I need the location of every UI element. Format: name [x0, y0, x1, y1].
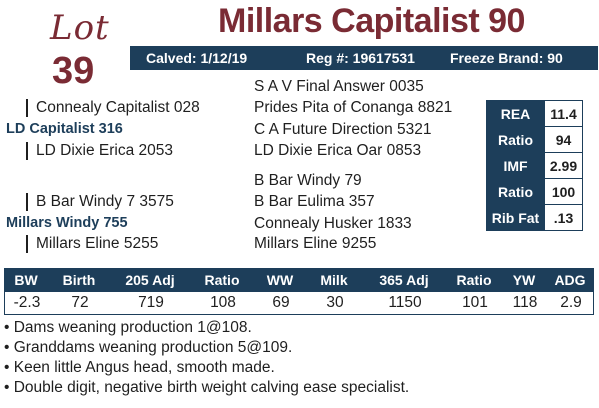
animal-name: Millars Capitalist 90 — [218, 2, 525, 40]
pedigree-sdd: LD Dixie Erica Oar 0853 — [254, 142, 422, 159]
info-bar: Calved: 1/12/19 Reg #: 19617531 Freeze B… — [130, 46, 598, 70]
carcass-value: 94 — [544, 127, 582, 152]
carcass-value: 100 — [544, 179, 582, 204]
pedigree-ss: Connealy Capitalist 028 — [26, 99, 200, 117]
pedigree-sd: LD Dixie Erica 2053 — [26, 142, 173, 160]
lot-label: Lot — [50, 8, 110, 48]
pedigree-sss: S A V Final Answer 0035 — [254, 78, 424, 95]
carcass-value: 2.99 — [544, 153, 582, 178]
pedigree-ds: B Bar Windy 7 3575 — [26, 193, 174, 211]
performance-value: 30 — [326, 294, 344, 311]
pedigree-ssd: Prides Pita of Conanga 8821 — [254, 99, 453, 116]
performance-value: 2.9 — [560, 294, 582, 311]
performance-header: Ratio — [456, 272, 492, 288]
carcass-value: 11.4 — [544, 101, 582, 126]
carcass-row: Ratio 94 — [487, 127, 582, 153]
notes-list: • Dams weaning production 1@108. • Grand… — [4, 318, 409, 398]
performance-value: 118 — [512, 294, 538, 311]
note-item: • Double digit, negative birth weight ca… — [4, 379, 410, 396]
performance-header: Milk — [320, 272, 348, 288]
pedigree-sds: C A Future Direction 5321 — [254, 121, 432, 138]
performance-header: Ratio — [204, 272, 240, 288]
note-item: • Granddams weaning production 5@109. — [4, 339, 293, 356]
carcass-label: IMF — [487, 153, 544, 178]
performance-value: 1150 — [388, 294, 422, 311]
pedigree-ddd: Millars Eline 9255 — [254, 235, 377, 252]
performance-header: Birth — [62, 272, 96, 288]
performance-header: WW — [266, 272, 294, 288]
performance-header: ADG — [554, 272, 586, 288]
note-item: • Dams weaning production 1@108. — [4, 319, 252, 336]
carcass-label: REA — [487, 101, 544, 126]
pedigree-dsd: B Bar Eulima 357 — [254, 193, 375, 210]
carcass-label: Ratio — [487, 127, 544, 152]
performance-value: 101 — [462, 294, 488, 311]
performance-value: 69 — [272, 294, 290, 311]
carcass-row: REA 11.4 — [487, 101, 582, 127]
carcass-row: IMF 2.99 — [487, 153, 582, 179]
performance-value: -2.3 — [13, 294, 41, 311]
performance-value-row: -2.3 72 719 108 69 30 1150 101 118 2.9 — [4, 292, 594, 315]
carcass-label: Rib Fat — [487, 205, 544, 230]
lot-number: 39 — [52, 50, 95, 92]
performance-header: 365 Adj — [379, 272, 429, 288]
carcass-row: Ratio 100 — [487, 179, 582, 205]
pedigree-dss: B Bar Windy 79 — [254, 172, 362, 189]
pedigree-sire: LD Capitalist 316 — [6, 121, 123, 137]
carcass-label: Ratio — [487, 179, 544, 204]
pedigree-dds: Connealy Husker 1833 — [254, 215, 412, 232]
carcass-table: REA 11.4 Ratio 94 IMF 2.99 Ratio 100 Rib… — [486, 100, 583, 231]
performance-header: YW — [512, 272, 536, 288]
carcass-value: .13 — [544, 205, 582, 230]
performance-value: 72 — [71, 294, 89, 311]
performance-header: BW — [14, 272, 38, 288]
pedigree-dam: Millars Windy 755 — [6, 215, 128, 231]
performance-value: 719 — [138, 294, 164, 311]
pedigree-dd: Millars Eline 5255 — [26, 235, 158, 253]
note-item: • Keen little Angus head, smooth made. — [4, 359, 275, 376]
carcass-row: Rib Fat .13 — [487, 205, 582, 230]
performance-value: 108 — [210, 294, 236, 311]
performance-header-row: BW Birth 205 Adj Ratio WW Milk 365 Adj R… — [4, 268, 594, 292]
registration-number: Reg #: 19617531 — [306, 50, 415, 66]
freeze-brand: Freeze Brand: 90 — [450, 50, 563, 66]
calved-date: Calved: 1/12/19 — [146, 50, 248, 66]
performance-header: 205 Adj — [125, 272, 175, 288]
